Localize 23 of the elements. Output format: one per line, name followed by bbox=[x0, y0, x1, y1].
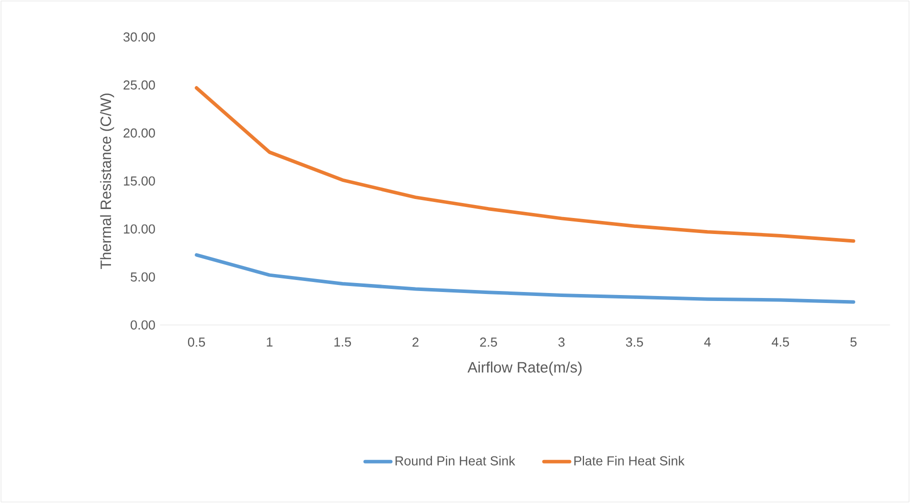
line-series bbox=[194, 86, 856, 243]
x-tick-label: 3.5 bbox=[626, 338, 643, 347]
y-tick-label: 15.00 bbox=[124, 176, 155, 186]
x-tick-label: 2 bbox=[412, 338, 418, 347]
legend-label: Round Pin Heat Sink bbox=[396, 456, 516, 466]
line-series bbox=[194, 253, 856, 304]
y-tick-label: 10.00 bbox=[124, 224, 155, 234]
x-tick-label: 2.5 bbox=[480, 338, 497, 347]
x-tick-label: 5 bbox=[850, 338, 857, 347]
y-tick-label: 25.00 bbox=[124, 80, 155, 90]
x-tick-label: 3 bbox=[558, 338, 565, 347]
y-tick-label: 20.00 bbox=[124, 128, 155, 138]
x-tick-label: 1.5 bbox=[334, 338, 351, 347]
x-axis-title: Airflow Rate(m/s) bbox=[468, 362, 582, 376]
x-tick-label: 4.5 bbox=[772, 338, 789, 347]
x-tick-label: 0.5 bbox=[188, 338, 205, 347]
x-tick-label: 4 bbox=[704, 338, 711, 346]
y-tick-label: 5.00 bbox=[130, 272, 155, 282]
x-tick-label: 1 bbox=[266, 338, 272, 346]
y-axis-title: Thermal Resistance (C/W) bbox=[100, 94, 114, 270]
y-tick-label: 30.00 bbox=[123, 32, 155, 42]
legend-label: Plate Fin Heat Sink bbox=[574, 456, 685, 466]
y-tick-label: 0.00 bbox=[130, 320, 155, 330]
